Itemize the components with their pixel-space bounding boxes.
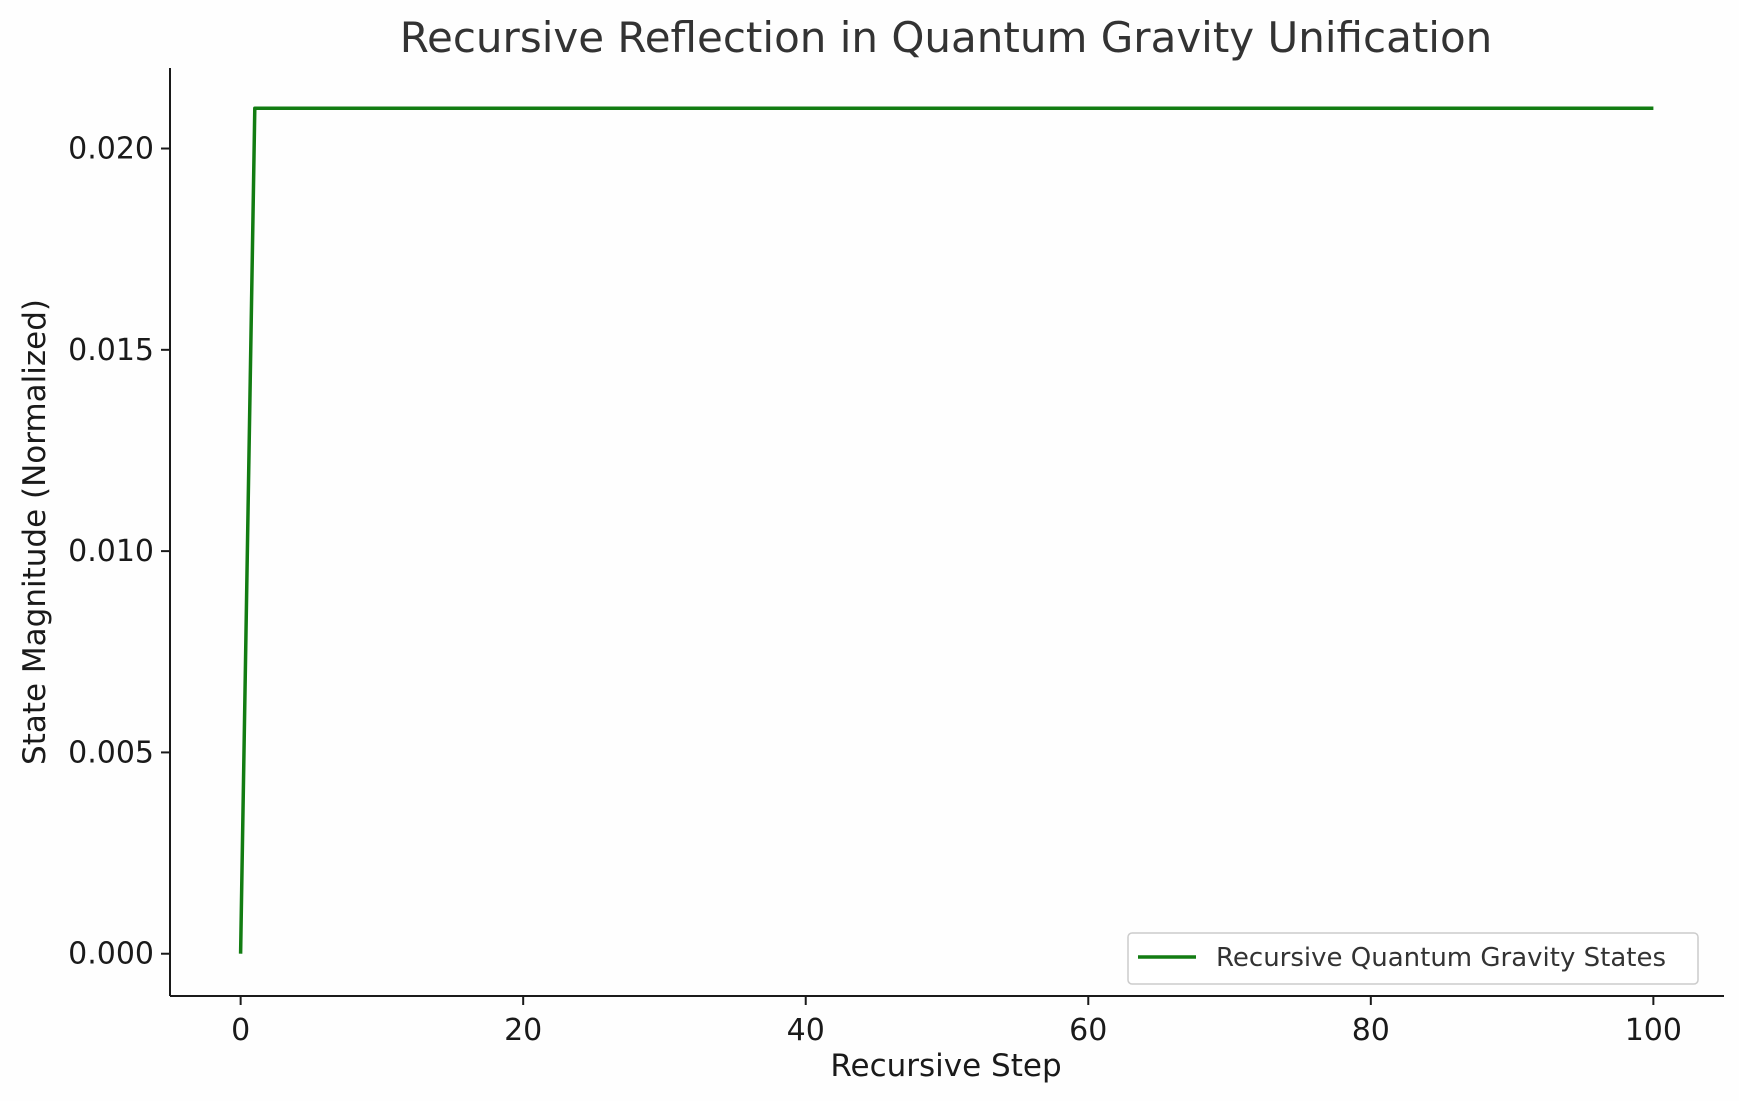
legend-box	[1127, 932, 1699, 985]
x-tick-label: 100	[1625, 1013, 1682, 1048]
y-tick-label: 0.010	[68, 534, 154, 569]
x-axis-ticks: 0 20 40 60 80 100	[231, 996, 1682, 1048]
legend: Recursive Quantum Gravity States	[1127, 932, 1699, 985]
x-tick-label: 80	[1352, 1013, 1390, 1048]
x-tick-label: 20	[504, 1013, 542, 1048]
series-line	[238, 106, 1654, 954]
legend-label: Recursive Quantum Gravity States	[1216, 943, 1666, 973]
x-tick-label: 0	[231, 1013, 250, 1048]
y-tick-label: 0.020	[68, 132, 154, 167]
y-axis-ticks: 0.000 0.005 0.010 0.015 0.020	[68, 132, 170, 972]
x-tick-label: 60	[1069, 1013, 1107, 1048]
series-layer	[238, 106, 1654, 954]
chart-title: Recursive Reflection in Quantum Gravity …	[400, 13, 1493, 62]
y-tick-label: 0.000	[68, 937, 154, 972]
y-tick-label: 0.015	[68, 333, 154, 368]
y-axis-label: State Magnitude (Normalized)	[17, 299, 53, 765]
x-axis-label: Recursive Step	[830, 1048, 1061, 1084]
x-tick-label: 40	[787, 1013, 825, 1048]
y-tick-label: 0.005	[68, 735, 154, 770]
